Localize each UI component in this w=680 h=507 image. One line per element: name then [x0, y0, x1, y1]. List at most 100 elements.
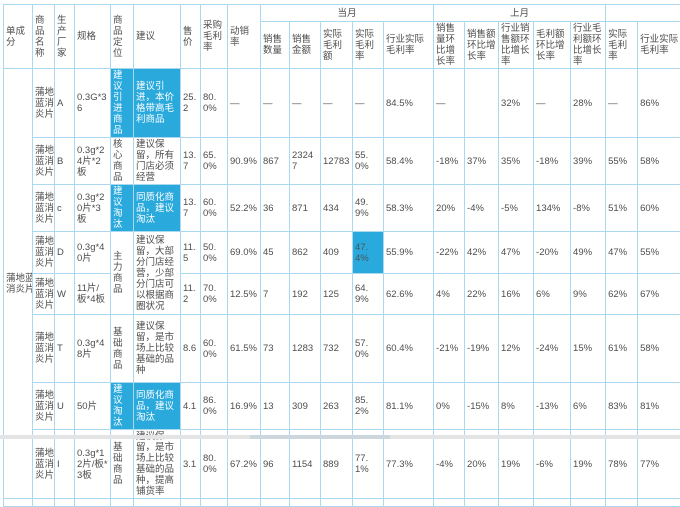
value-cell: 309 [290, 383, 321, 430]
value-cell: -22% [434, 232, 465, 274]
value-cell: 60% [638, 185, 680, 232]
value-cell: 32% [499, 69, 534, 138]
manufacturer-cell: T [55, 315, 75, 383]
value-cell: — [290, 69, 321, 138]
value-cell: 64.9% [353, 274, 384, 315]
value-cell: 3.1 [181, 430, 201, 499]
col-header-industry-sales-amount-mom-growth: 行业销售额环比增长率 [499, 22, 534, 69]
value-cell: -18% [434, 138, 465, 185]
advice-cell: 建议保留，大部分门店经营，少部分门店可以根据商圈状况 [134, 232, 181, 315]
value-cell: 62% [606, 274, 638, 315]
col-header-industry-actual-gross-margin-last: 行业实际毛利率 [638, 22, 680, 69]
value-cell [228, 499, 261, 507]
value-cell [321, 499, 353, 507]
value-cell: 20% [465, 430, 499, 499]
value-cell: 13.7 [181, 138, 201, 185]
value-cell [33, 499, 55, 507]
value-cell [465, 499, 499, 507]
scrollbar-thumb[interactable] [250, 435, 390, 439]
positioning-cell: 基础商品 [111, 430, 134, 499]
value-cell: 16% [499, 274, 534, 315]
col-header-advice: 建议 [134, 5, 181, 69]
product-name-cell: 蒲地 蓝消 炎片 [33, 383, 55, 430]
value-cell [75, 499, 111, 507]
advice-cell: 建议保留，是市场上比较基础的品种 [134, 315, 181, 383]
value-cell: 61.5% [228, 315, 261, 383]
col-header-actual-gross-profit: 实际毛利额 [321, 22, 353, 69]
value-cell: 67.2% [228, 430, 261, 499]
value-cell: 8% [499, 383, 534, 430]
value-cell: 81.1% [384, 383, 434, 430]
value-cell: -24% [534, 315, 571, 383]
advice-cell: 同质化商品，建议淘汰 [134, 383, 181, 430]
value-cell: 11.5 [181, 232, 201, 274]
product-name-cell: 蒲地 蓝消 炎片 [33, 315, 55, 383]
group-header-last-month: 上月 [434, 5, 606, 22]
value-cell: 47% [499, 232, 534, 274]
manufacturer-cell: B [55, 138, 75, 185]
value-cell [353, 499, 384, 507]
value-cell: 52.2% [228, 185, 261, 232]
col-header-sell-through-rate: 动销率 [228, 5, 261, 69]
value-cell [465, 69, 499, 138]
value-cell: 83% [606, 383, 638, 430]
value-cell: 12783 [321, 138, 353, 185]
spec-cell: 0.3g*20片*3板 [75, 185, 111, 232]
value-cell: -8% [571, 185, 606, 232]
value-cell: 84.5% [384, 69, 434, 138]
value-cell: 16.9% [228, 383, 261, 430]
value-cell: 78% [606, 430, 638, 499]
value-cell [534, 499, 571, 507]
value-cell: 13.7 [181, 185, 201, 232]
positioning-cell: 主力商品 [111, 232, 134, 315]
value-cell: 871 [290, 185, 321, 232]
spec-cell: 0.3G*36 [75, 69, 111, 138]
horizontal-scrollbar[interactable] [0, 435, 680, 439]
value-cell: 889 [321, 430, 353, 499]
value-cell: 15% [571, 315, 606, 383]
product-analysis-table-container: 单成分 商品名称 生产厂家 规格 商品定位 建议 售价 采购毛利率 动销率 当月… [3, 4, 680, 507]
spec-cell: 0.3g*12片/板*3板 [75, 430, 111, 499]
value-cell: -5% [499, 185, 534, 232]
manufacturer-cell: A [55, 69, 75, 138]
value-cell: — [321, 69, 353, 138]
value-cell: 42% [465, 232, 499, 274]
value-cell: 192 [290, 274, 321, 315]
value-cell: 69.0% [228, 232, 261, 274]
component-cell: 蒲地蓝 消炎片 [4, 69, 33, 499]
col-header-actual-gross-margin-last: 实际毛利率 [606, 22, 638, 69]
value-cell: 9% [571, 274, 606, 315]
value-cell [499, 499, 534, 507]
spec-cell: 50片 [75, 383, 111, 430]
value-cell: 58.4% [384, 138, 434, 185]
value-cell: 90.9% [228, 138, 261, 185]
value-cell: 65.0% [201, 138, 228, 185]
value-cell: 409 [321, 232, 353, 274]
col-header-price: 售价 [181, 5, 201, 69]
spec-cell: 0.3g*24片*2板 [75, 138, 111, 185]
value-cell: — [434, 69, 465, 138]
product-analysis-table: 单成分 商品名称 生产厂家 规格 商品定位 建议 售价 采购毛利率 动销率 当月… [3, 4, 680, 507]
positioning-cell: 基础商品 [111, 315, 134, 383]
manufacturer-cell: W [55, 274, 75, 315]
col-header-gross-profit-mom-growth: 毛利额环比增长率 [534, 22, 571, 69]
col-header-manufacturer: 生产厂家 [55, 5, 75, 69]
col-header-component: 单成分 [4, 5, 33, 69]
value-cell: — [353, 69, 384, 138]
value-cell: 19% [499, 430, 534, 499]
value-cell: 4% [434, 274, 465, 315]
value-cell: 862 [290, 232, 321, 274]
value-cell: 86% [638, 69, 680, 138]
value-cell: 49.9% [353, 185, 384, 232]
col-header-industry-gross-profit-mom-growth: 行业毛利额环比增长率 [571, 22, 606, 69]
value-cell: -13% [534, 383, 571, 430]
col-header-sales-amount-mom-growth: 销售额环比增长率 [465, 22, 499, 69]
value-cell [55, 499, 75, 507]
value-cell [434, 499, 465, 507]
value-cell: 732 [321, 315, 353, 383]
col-header-sales-amount: 销售金额 [290, 22, 321, 69]
advice-cell: 同质化商品，建议淘汰 [134, 185, 181, 232]
